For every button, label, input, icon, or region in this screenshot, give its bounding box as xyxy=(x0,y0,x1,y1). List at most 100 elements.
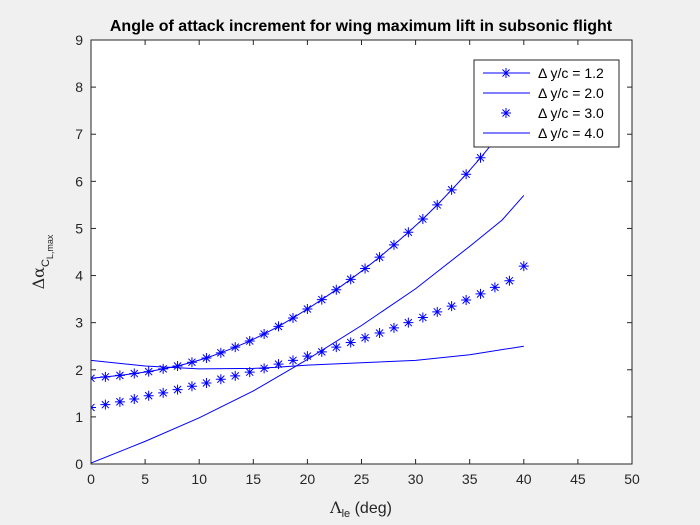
legend-entry-3: Δ y/c = 3.0 xyxy=(501,105,604,121)
series-1-point xyxy=(388,239,399,250)
series-1-point xyxy=(345,274,356,285)
y-axis-label-subscript: C xyxy=(40,259,52,267)
series-3-point xyxy=(331,342,342,353)
x-tick-label: 50 xyxy=(624,471,640,487)
series-3-point xyxy=(388,322,399,333)
x-tick-label: 35 xyxy=(462,471,478,487)
series-1-point xyxy=(302,304,313,315)
y-tick-label: 6 xyxy=(75,173,83,189)
x-axis-label: Λle (deg) xyxy=(329,498,392,520)
y-axis-label-subsubscript: L,max xyxy=(45,234,55,259)
series-3-point xyxy=(316,346,327,357)
series-3-point xyxy=(489,282,500,293)
series-3-point xyxy=(158,387,169,398)
x-tick-label: 30 xyxy=(408,471,424,487)
series-4-line xyxy=(91,345,524,370)
series-3-point xyxy=(100,399,111,410)
x-axis-label-subscript: le xyxy=(342,508,351,520)
series-1-point xyxy=(316,294,327,305)
series-3-point xyxy=(417,312,428,323)
series-layer xyxy=(91,98,529,464)
legend-marker xyxy=(501,68,511,78)
series-1-point xyxy=(143,366,154,377)
series-1-point xyxy=(259,328,270,339)
x-axis-label-text: (deg) xyxy=(350,500,392,517)
series-1 xyxy=(91,98,529,384)
series-1-point xyxy=(288,312,299,323)
series-3-point xyxy=(215,374,226,385)
series-3-point xyxy=(143,390,154,401)
x-tick-label: 15 xyxy=(246,471,262,487)
y-tick-label: 5 xyxy=(75,220,83,236)
series-3-point xyxy=(504,275,515,286)
x-tick-label: 45 xyxy=(570,471,586,487)
series-1-point xyxy=(273,321,284,332)
legend-label: Δ y/c = 3.0 xyxy=(538,105,604,121)
series-3-point xyxy=(201,377,212,388)
series-1-point xyxy=(374,252,385,263)
series-1-point xyxy=(186,357,197,368)
series-3-point xyxy=(302,351,313,362)
y-axis-label: ΔαCL,max xyxy=(29,234,55,289)
y-tick-label: 8 xyxy=(75,79,83,95)
series-3-point xyxy=(345,337,356,348)
series-1-point xyxy=(331,284,342,295)
series-2-line xyxy=(91,195,525,464)
series-1-point xyxy=(230,342,241,353)
series-1-point xyxy=(158,363,169,374)
x-tick-label: 5 xyxy=(141,471,149,487)
series-3-point xyxy=(172,384,183,395)
series-1-point xyxy=(244,336,255,347)
series-1-point xyxy=(172,361,183,372)
series-1-point xyxy=(461,169,472,180)
series-3-point xyxy=(432,306,443,317)
series-3-point xyxy=(114,396,125,407)
series-1-point xyxy=(446,184,457,195)
series-1-point xyxy=(475,152,486,163)
y-tick-label: 3 xyxy=(75,315,83,331)
legend-entry-4: Δ y/c = 4.0 xyxy=(483,125,604,141)
series-1-point xyxy=(201,353,212,363)
x-tick-label: 0 xyxy=(87,471,95,487)
y-tick-label: 7 xyxy=(75,126,83,142)
series-3-point xyxy=(475,288,486,299)
series-3-point xyxy=(273,359,284,370)
chart-title: Angle of attack increment for wing maxim… xyxy=(110,18,613,35)
legend-entries: Δ y/c = 1.2 Δ y/c = 2.0 Δ y/c = 3.0 Δ y/c =… xyxy=(483,65,604,141)
legend-label: Δ y/c = 1.2 xyxy=(538,65,604,81)
series-1-point xyxy=(360,263,371,274)
series-2 xyxy=(91,195,525,464)
series-3-point xyxy=(186,381,197,392)
series-1-point xyxy=(432,199,443,210)
y-tick-label: 4 xyxy=(75,268,83,284)
series-1-point xyxy=(403,227,414,238)
series-3-point xyxy=(129,393,140,404)
series-3-point xyxy=(230,370,241,381)
legend-label: Δ y/c = 4.0 xyxy=(538,125,604,141)
y-tick-label: 9 xyxy=(75,32,83,48)
series-3-point xyxy=(403,317,414,328)
series-3-point xyxy=(360,332,371,343)
series-1-point xyxy=(129,368,140,379)
y-axis-label-symbol: Δα xyxy=(29,267,48,290)
legend-entry-1: Δ y/c = 1.2 xyxy=(483,65,604,81)
series-3-point xyxy=(446,301,457,312)
x-tick-label: 20 xyxy=(300,471,316,487)
series-3-point xyxy=(288,355,299,366)
legend-marker xyxy=(501,108,511,118)
series-3-point xyxy=(461,295,472,306)
series-4 xyxy=(91,345,524,370)
x-tick-label: 25 xyxy=(354,471,370,487)
y-tick-label: 1 xyxy=(75,409,83,425)
series-1-point xyxy=(215,347,226,358)
legend: Δ y/c = 1.2 Δ y/c = 2.0 Δ y/c = 3.0 Δ y/c =… xyxy=(473,59,620,148)
legend-label: Δ y/c = 2.0 xyxy=(538,85,604,101)
series-1-point xyxy=(417,214,428,225)
legend-entry-2: Δ y/c = 2.0 xyxy=(483,85,604,101)
series-3-point xyxy=(244,367,255,378)
x-tick-label: 10 xyxy=(191,471,207,487)
series-1-point xyxy=(114,370,125,381)
